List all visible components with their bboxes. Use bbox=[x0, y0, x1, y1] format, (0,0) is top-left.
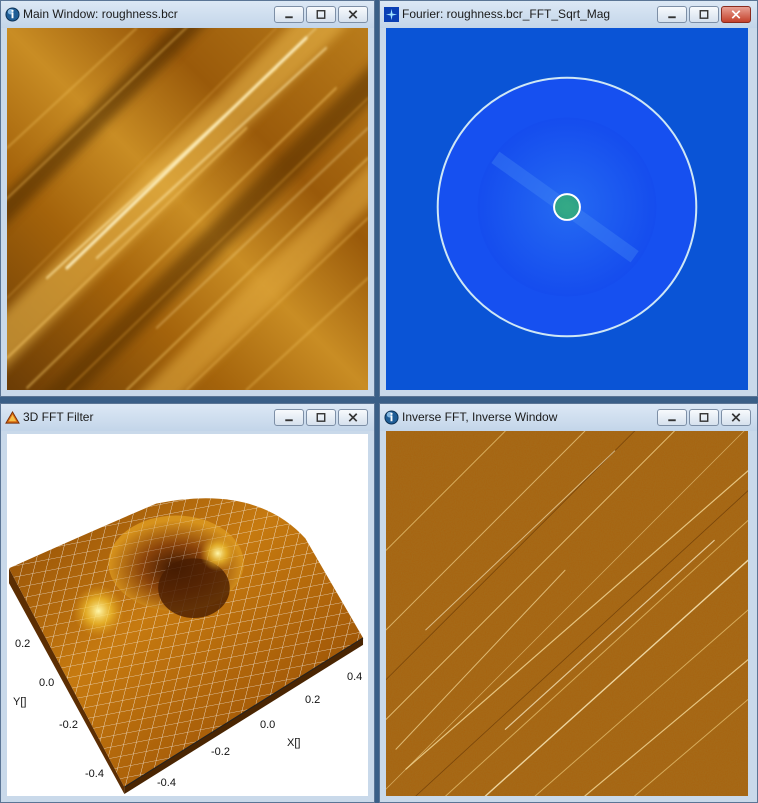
fft-magnitude-image[interactable] bbox=[386, 28, 748, 390]
3d-chart-icon bbox=[5, 410, 20, 424]
close-button[interactable] bbox=[721, 6, 751, 23]
minimize-button[interactable] bbox=[657, 6, 687, 23]
afm-height-image[interactable] bbox=[7, 28, 368, 390]
x-tick-label: -0.4 bbox=[157, 777, 176, 789]
main-window-titlebar[interactable]: Main Window: roughness.bcr bbox=[1, 1, 374, 28]
close-button[interactable] bbox=[338, 409, 368, 426]
fft-star-icon bbox=[384, 7, 399, 22]
maximize-button[interactable] bbox=[689, 6, 719, 23]
close-button[interactable] bbox=[338, 6, 368, 23]
fourier-window[interactable]: Fourier: roughness.bcr_FFT_Sqrt_Mag bbox=[379, 0, 758, 397]
x-axis-label: X[] bbox=[287, 737, 301, 749]
x-tick-label: -0.2 bbox=[211, 746, 230, 758]
maximize-button[interactable] bbox=[689, 409, 719, 426]
filter-window[interactable]: 3D FFT Filter bbox=[0, 403, 375, 803]
minimize-button[interactable] bbox=[274, 409, 304, 426]
main-window[interactable]: Main Window: roughness.bcr bbox=[0, 0, 375, 397]
fourier-window-title: Fourier: roughness.bcr_FFT_Sqrt_Mag bbox=[402, 7, 611, 21]
info-globe-icon bbox=[5, 7, 20, 22]
inverse-window-title: Inverse FFT, Inverse Window bbox=[402, 410, 558, 424]
y-tick-label: -0.2 bbox=[59, 719, 78, 731]
inverse-fft-image[interactable] bbox=[386, 431, 748, 796]
minimize-button[interactable] bbox=[657, 409, 687, 426]
maximize-button[interactable] bbox=[306, 409, 336, 426]
filter-window-title: 3D FFT Filter bbox=[23, 410, 94, 424]
inverse-window[interactable]: Inverse FFT, Inverse Window bbox=[379, 403, 758, 803]
y-tick-label: -0.4 bbox=[85, 768, 104, 780]
x-tick-label: 0.4 bbox=[347, 671, 363, 683]
minimize-button[interactable] bbox=[274, 6, 304, 23]
filter-window-titlebar[interactable]: 3D FFT Filter bbox=[1, 404, 374, 431]
filter-3d-plot[interactable]: Y[] 0.2 0.0 -0.2 -0.4 0.4 0.2 0.0 -0.2 -… bbox=[7, 434, 368, 796]
info-globe-icon bbox=[384, 410, 399, 425]
y-tick-label: 0.0 bbox=[39, 677, 55, 689]
y-tick-label: 0.2 bbox=[15, 638, 31, 650]
fourier-window-titlebar[interactable]: Fourier: roughness.bcr_FFT_Sqrt_Mag bbox=[380, 1, 757, 28]
x-tick-label: 0.0 bbox=[260, 719, 276, 731]
x-tick-label: 0.2 bbox=[305, 694, 321, 706]
y-axis-label: Y[] bbox=[13, 696, 27, 708]
close-button[interactable] bbox=[721, 409, 751, 426]
main-window-title: Main Window: roughness.bcr bbox=[23, 7, 178, 21]
inverse-window-titlebar[interactable]: Inverse FFT, Inverse Window bbox=[380, 404, 757, 431]
maximize-button[interactable] bbox=[306, 6, 336, 23]
